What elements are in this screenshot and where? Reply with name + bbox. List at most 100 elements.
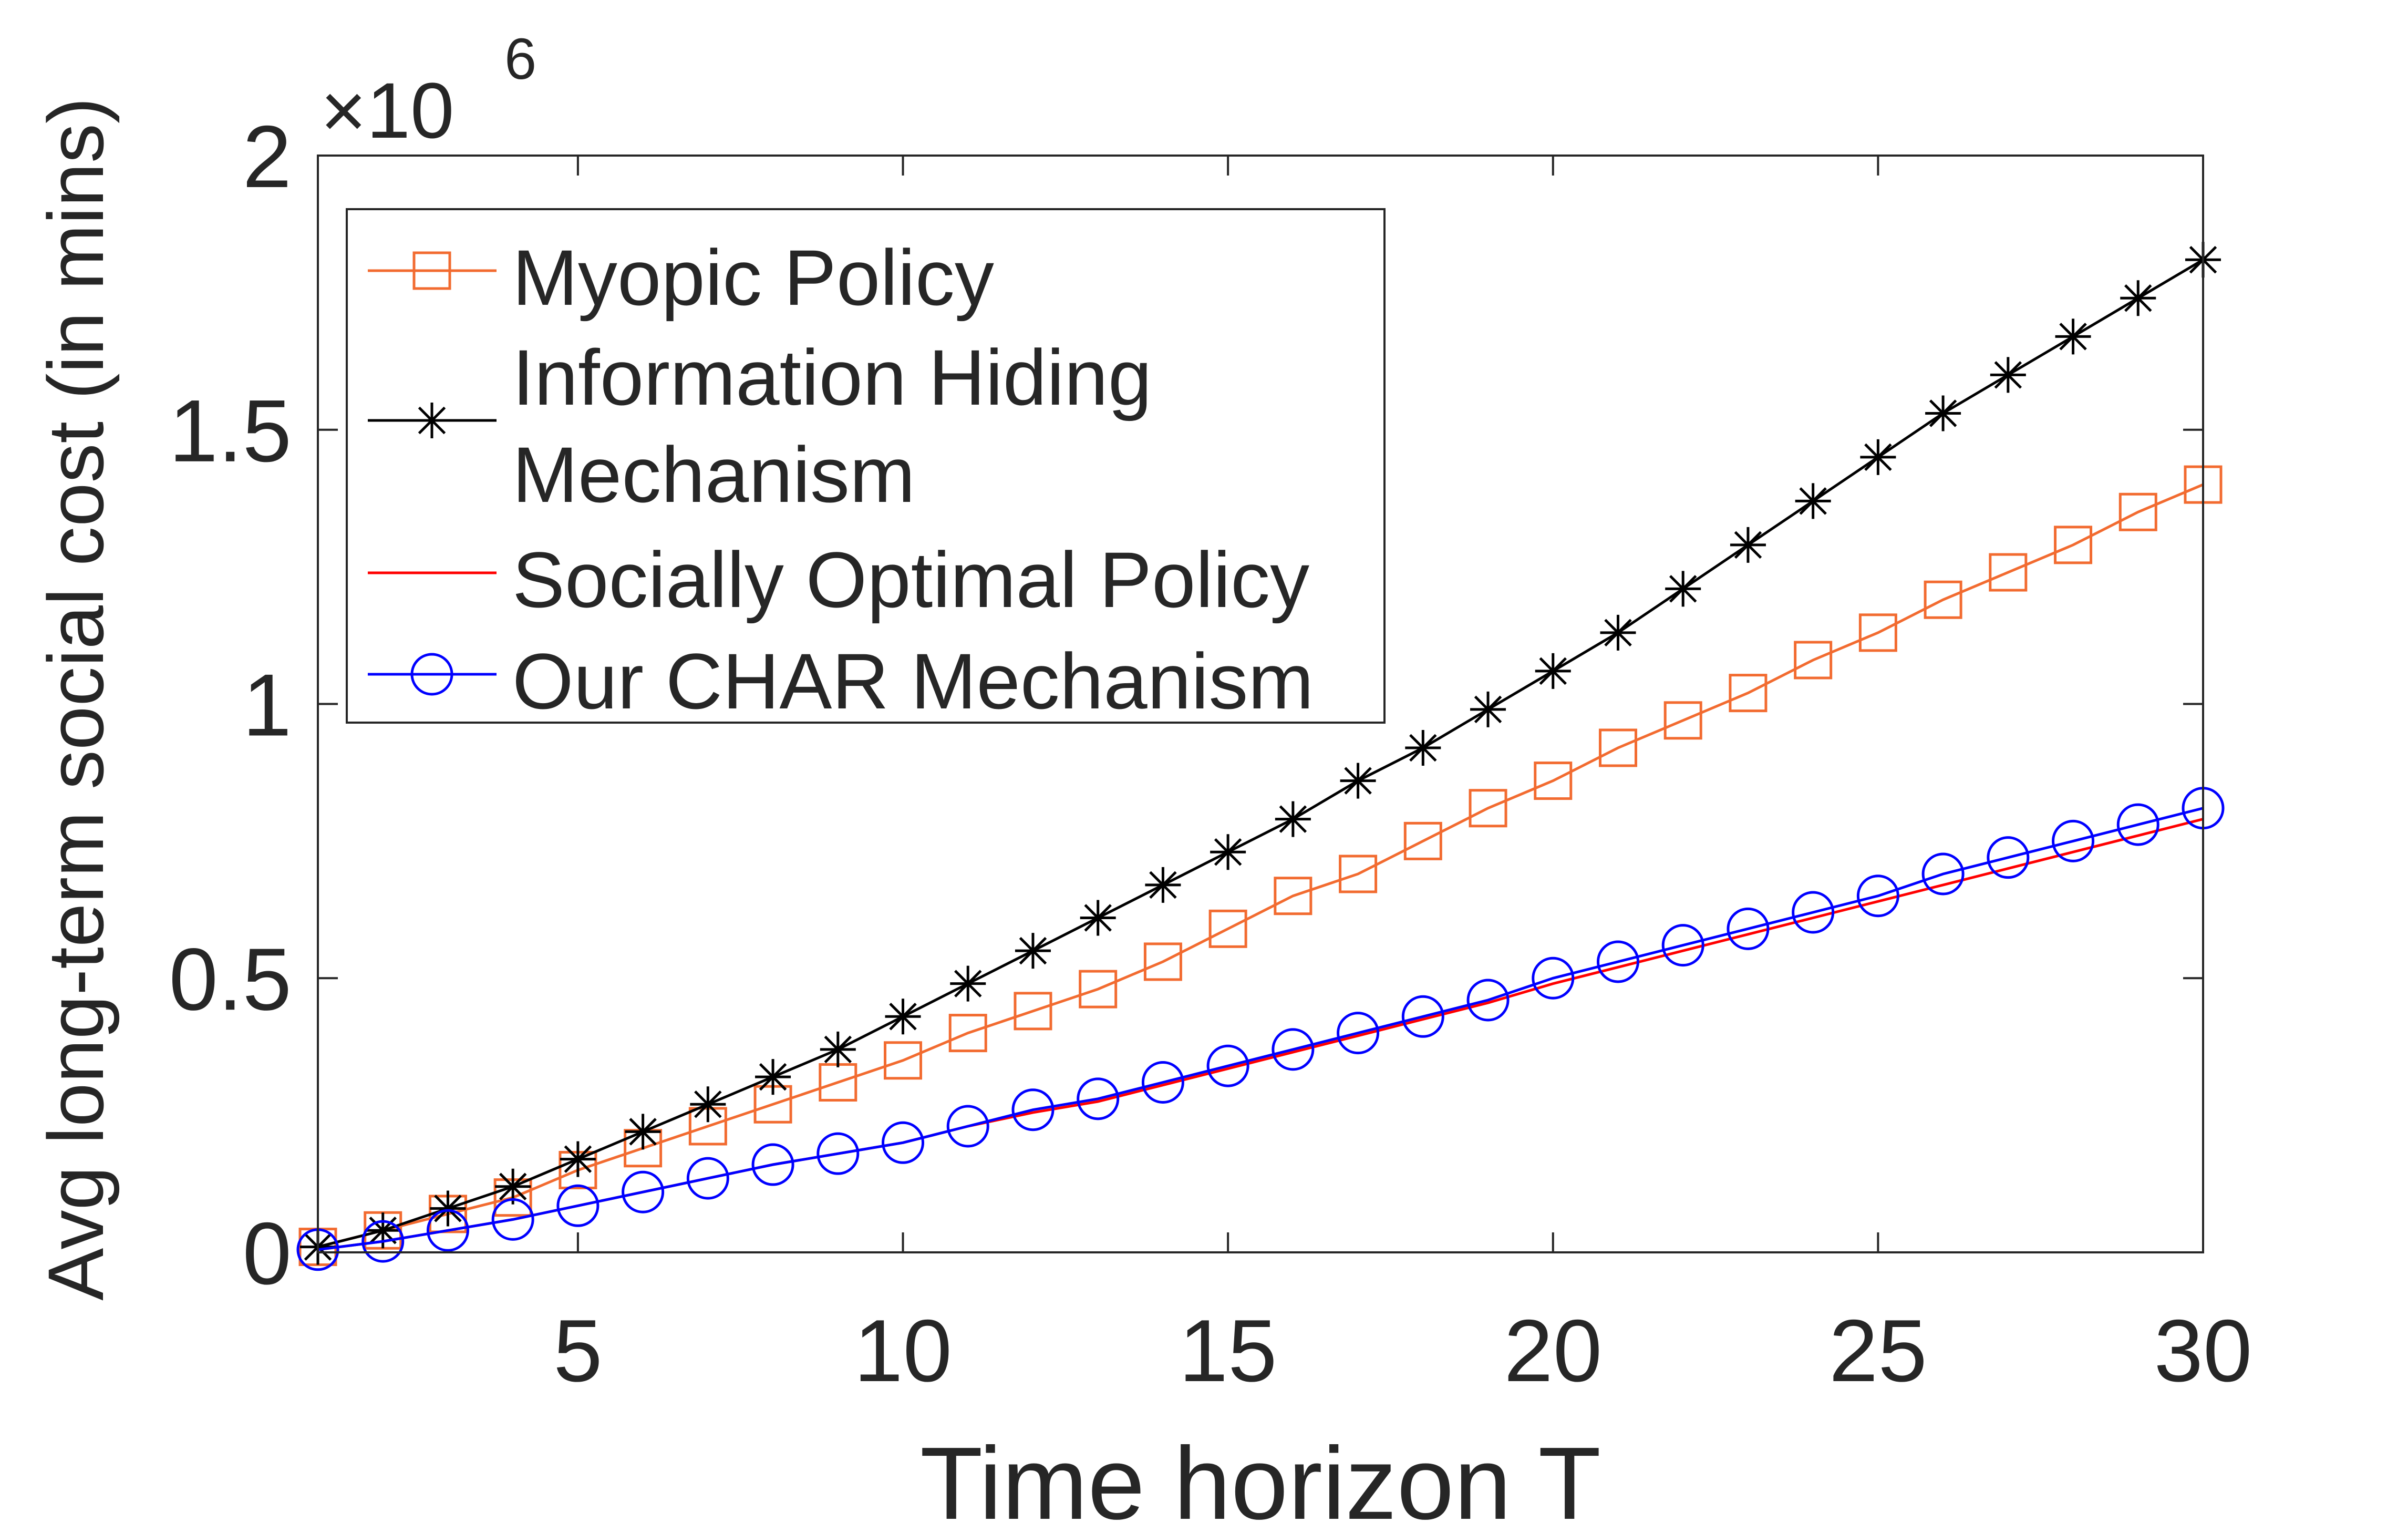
x-tick-label: 15 — [1179, 1301, 1277, 1400]
data-point — [560, 1141, 596, 1177]
data-point — [1405, 729, 1441, 766]
data-point — [686, 1157, 729, 1200]
data-point — [1856, 874, 1899, 918]
plot-frame — [317, 155, 2204, 1253]
y-axis-label: Avg long-term social cost (in mins) — [32, 97, 120, 1301]
legend-swatch-marker — [410, 653, 453, 696]
data-point — [1141, 1061, 1184, 1104]
legend-item-information-hiding-mechanism: Information Hiding Mechanism — [368, 333, 1152, 519]
data-point — [1077, 1077, 1120, 1120]
data-point — [622, 1170, 665, 1213]
data-point — [1080, 900, 1116, 936]
data-point — [1858, 613, 1897, 652]
data-point — [1532, 956, 1575, 1000]
x-tick-label: 30 — [2154, 1301, 2252, 1400]
data-point — [1143, 942, 1182, 981]
data-point — [1401, 995, 1444, 1038]
legend-label: Myopic Policy — [512, 233, 994, 322]
data-point — [426, 1209, 469, 1252]
x-tick-label: 20 — [1504, 1301, 1602, 1400]
data-point — [1987, 836, 2030, 879]
data-point — [882, 1121, 925, 1164]
data-point — [2054, 526, 2093, 564]
x-tick-labels: 5 10 15 20 25 30 — [553, 1301, 2252, 1400]
y-tick-label: 1.5 — [169, 382, 292, 480]
data-point — [751, 1143, 794, 1186]
data-point — [2116, 803, 2159, 846]
data-point — [1274, 877, 1312, 915]
data-point — [1729, 674, 1768, 713]
data-point — [1206, 1044, 1249, 1087]
data-point — [1794, 641, 1833, 680]
legend-swatch-marker — [414, 403, 450, 438]
data-point — [1339, 855, 1378, 893]
data-point — [1600, 614, 1636, 651]
data-point — [1921, 852, 1965, 896]
data-point — [1665, 571, 1701, 607]
series-our-char-mechanism — [296, 787, 2225, 1271]
data-point — [1596, 940, 1639, 983]
data-point — [1924, 580, 1962, 619]
data-point — [1792, 891, 1835, 934]
legend: Myopic Policy Information Hiding Mechanism… — [346, 208, 1386, 725]
x-tick-label: 10 — [854, 1301, 952, 1400]
data-point — [1337, 1012, 1380, 1055]
data-point — [1795, 483, 1831, 519]
data-point — [2120, 280, 2156, 316]
data-point — [946, 1105, 989, 1148]
data-point — [1275, 801, 1311, 837]
data-point — [1663, 701, 1702, 740]
y-multiplier-base: ×10 — [321, 66, 454, 155]
data-point — [1730, 527, 1766, 563]
series-line — [317, 259, 2204, 1249]
data-point — [885, 999, 921, 1035]
data-point — [1014, 992, 1052, 1031]
legend-label: Mechanism — [512, 430, 915, 519]
data-point — [1860, 439, 1896, 475]
legend-item-our-char-mechanism: Our CHAR Mechanism — [368, 637, 1314, 725]
data-point — [950, 965, 986, 1002]
data-point — [1469, 789, 1507, 828]
data-point — [1661, 924, 1704, 967]
data-point — [1466, 979, 1510, 1022]
data-point — [1403, 821, 1442, 860]
y-tick-labels: 0 0.5 1 1.5 2 — [169, 107, 292, 1303]
data-point — [817, 1132, 860, 1175]
data-point — [556, 1184, 600, 1227]
data-point — [2052, 819, 2095, 862]
data-point — [365, 1212, 401, 1249]
data-point — [1015, 933, 1051, 969]
data-point — [1989, 553, 2028, 592]
data-point — [625, 1114, 661, 1150]
y-tick-label: 2 — [243, 107, 292, 206]
legend-label: Information Hiding — [512, 333, 1152, 421]
data-point — [1535, 653, 1571, 689]
data-point — [1925, 395, 1961, 431]
x-tick-label: 5 — [553, 1301, 602, 1400]
series-line — [317, 807, 2204, 1251]
y-tick-label: 0 — [243, 1204, 292, 1303]
data-point — [1990, 357, 2026, 393]
data-point — [1340, 763, 1376, 799]
data-point — [948, 1014, 987, 1053]
data-point — [495, 1168, 531, 1205]
data-point — [755, 1059, 791, 1095]
data-point — [1598, 728, 1637, 767]
data-point — [1727, 907, 1770, 950]
legend-item-socially-optimal-policy: Socially Optimal Policy — [368, 536, 1309, 624]
data-point — [1470, 691, 1506, 727]
data-point — [1011, 1088, 1055, 1131]
data-point — [1534, 762, 1573, 800]
data-point — [2118, 492, 2157, 531]
x-tick-label: 25 — [1829, 1301, 1927, 1400]
series-line — [317, 483, 2204, 1249]
data-point — [430, 1190, 466, 1227]
y-tick-label: 0.5 — [169, 930, 292, 1028]
data-point — [361, 1220, 405, 1263]
data-point — [491, 1198, 534, 1241]
series-information-hiding-mechanism — [300, 242, 2221, 1265]
y-multiplier: ×10 6 — [321, 27, 536, 155]
legend-label: Our CHAR Mechanism — [512, 637, 1314, 725]
data-point — [1210, 834, 1246, 870]
